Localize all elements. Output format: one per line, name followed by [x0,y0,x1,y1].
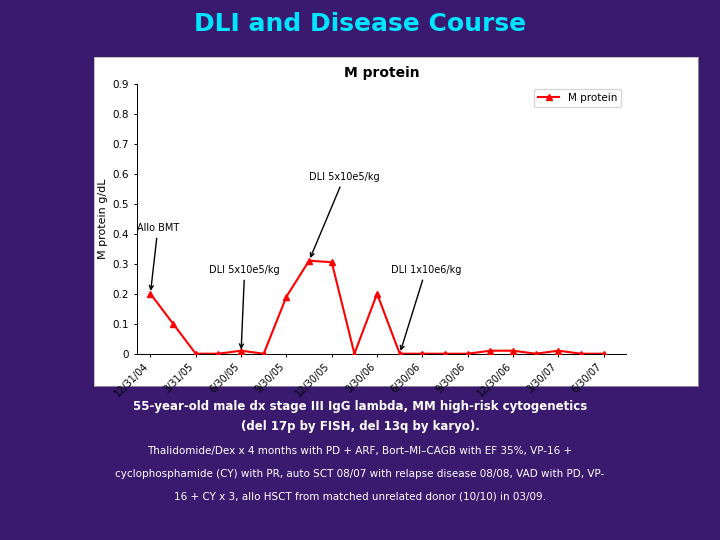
Title: M protein: M protein [343,66,420,80]
Text: DLI 5x10e5/kg: DLI 5x10e5/kg [309,172,379,256]
Text: DLI and Disease Course: DLI and Disease Course [194,12,526,36]
Text: DLI 5x10e5/kg: DLI 5x10e5/kg [210,265,280,348]
Legend: M protein: M protein [534,89,621,107]
Text: (del 17p by FISH, del 13q by karyo).: (del 17p by FISH, del 13q by karyo). [240,420,480,433]
Text: cyclophosphamide (CY) with PR, auto SCT 08/07 with relapse disease 08/08, VAD wi: cyclophosphamide (CY) with PR, auto SCT … [115,469,605,479]
Text: Thalidomide/Dex x 4 months with PD + ARF, Bort–MI–CAGB with EF 35%, VP-16 +: Thalidomide/Dex x 4 months with PD + ARF… [148,446,572,456]
Text: DLI 1x10e6/kg: DLI 1x10e6/kg [391,265,461,349]
Text: 55-year-old male dx stage III IgG lambda, MM high-risk cytogenetics: 55-year-old male dx stage III IgG lambda… [133,400,587,413]
Text: 16 + CY x 3, allo HSCT from matched unrelated donor (10/10) in 03/09.: 16 + CY x 3, allo HSCT from matched unre… [174,492,546,502]
Text: Allo BMT: Allo BMT [137,222,179,289]
Y-axis label: M protein g/dL: M protein g/dL [99,178,109,259]
